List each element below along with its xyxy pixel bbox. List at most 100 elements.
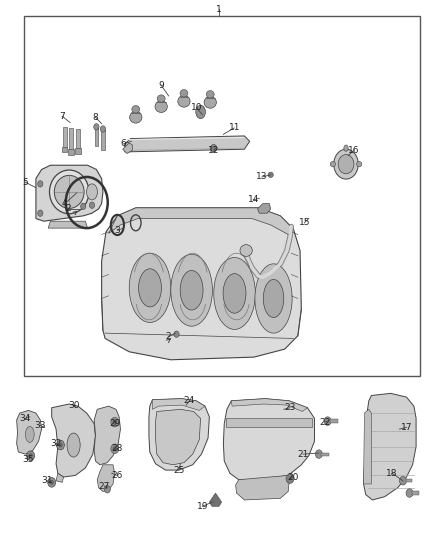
Bar xyxy=(75,148,81,154)
Bar xyxy=(62,147,67,152)
Circle shape xyxy=(399,477,406,485)
Ellipse shape xyxy=(157,95,165,102)
Circle shape xyxy=(406,489,413,497)
Ellipse shape xyxy=(214,257,255,329)
Text: 18: 18 xyxy=(386,469,398,478)
Text: 2: 2 xyxy=(65,205,71,213)
Ellipse shape xyxy=(67,433,80,457)
Text: 24: 24 xyxy=(184,397,195,405)
Text: 29: 29 xyxy=(109,419,120,428)
Ellipse shape xyxy=(138,269,162,307)
Polygon shape xyxy=(48,221,88,228)
Circle shape xyxy=(50,480,53,484)
Text: 26: 26 xyxy=(112,471,123,480)
Ellipse shape xyxy=(178,95,190,107)
Polygon shape xyxy=(364,409,371,484)
Text: 32: 32 xyxy=(50,439,62,448)
Text: 17: 17 xyxy=(401,423,412,432)
Polygon shape xyxy=(97,465,115,491)
Circle shape xyxy=(100,126,106,132)
Polygon shape xyxy=(17,410,42,454)
Text: 8: 8 xyxy=(92,113,99,122)
Text: 25: 25 xyxy=(173,466,184,474)
Ellipse shape xyxy=(240,245,252,256)
Ellipse shape xyxy=(223,273,246,313)
Text: 11: 11 xyxy=(229,124,240,132)
Text: 9: 9 xyxy=(158,81,164,90)
Text: 34: 34 xyxy=(20,414,31,423)
Text: 2: 2 xyxy=(166,333,171,341)
Text: 14: 14 xyxy=(247,196,259,204)
Text: 33: 33 xyxy=(35,421,46,430)
Bar xyxy=(24,16,420,376)
Circle shape xyxy=(48,478,56,487)
Ellipse shape xyxy=(132,106,140,113)
Bar xyxy=(412,491,419,495)
Text: 16: 16 xyxy=(348,146,360,155)
Circle shape xyxy=(94,124,99,130)
Ellipse shape xyxy=(357,161,362,167)
Polygon shape xyxy=(123,143,132,154)
Polygon shape xyxy=(102,208,301,360)
Circle shape xyxy=(113,420,117,424)
Text: 5: 5 xyxy=(22,178,28,187)
Text: 21: 21 xyxy=(297,450,309,458)
Circle shape xyxy=(111,444,119,454)
Ellipse shape xyxy=(49,170,89,214)
Polygon shape xyxy=(152,399,205,410)
Text: 13: 13 xyxy=(256,173,268,181)
Polygon shape xyxy=(149,399,209,470)
Circle shape xyxy=(111,417,119,427)
Circle shape xyxy=(315,450,322,458)
Ellipse shape xyxy=(268,172,273,177)
Ellipse shape xyxy=(263,279,284,318)
Ellipse shape xyxy=(330,161,336,167)
Circle shape xyxy=(104,486,110,493)
Text: 20: 20 xyxy=(287,473,298,481)
Polygon shape xyxy=(258,204,271,213)
Circle shape xyxy=(57,440,64,450)
Ellipse shape xyxy=(86,184,97,200)
Text: 31: 31 xyxy=(42,477,53,485)
Text: 7: 7 xyxy=(59,112,65,120)
Polygon shape xyxy=(94,406,120,465)
Ellipse shape xyxy=(129,253,171,322)
Text: 10: 10 xyxy=(191,103,202,112)
Polygon shape xyxy=(364,393,416,500)
Polygon shape xyxy=(231,399,307,411)
Polygon shape xyxy=(223,399,314,481)
Bar xyxy=(330,419,338,423)
Text: 23: 23 xyxy=(284,403,296,412)
Polygon shape xyxy=(36,165,103,221)
Text: 30: 30 xyxy=(68,401,79,409)
Bar xyxy=(69,128,73,150)
Bar xyxy=(63,127,67,148)
Bar xyxy=(68,149,74,155)
Circle shape xyxy=(334,149,358,179)
Text: 19: 19 xyxy=(197,502,208,511)
Circle shape xyxy=(211,144,217,152)
Circle shape xyxy=(27,451,35,461)
Circle shape xyxy=(59,443,62,447)
Text: 28: 28 xyxy=(112,445,123,453)
Bar xyxy=(76,129,80,149)
Polygon shape xyxy=(56,473,64,482)
Polygon shape xyxy=(125,136,250,152)
Circle shape xyxy=(286,474,294,483)
Text: 15: 15 xyxy=(299,219,310,227)
Text: 6: 6 xyxy=(120,140,127,148)
Ellipse shape xyxy=(206,91,214,98)
Ellipse shape xyxy=(344,145,348,151)
Circle shape xyxy=(113,447,117,451)
FancyArrowPatch shape xyxy=(166,339,170,343)
Text: 22: 22 xyxy=(319,418,331,426)
Ellipse shape xyxy=(255,264,292,333)
Text: 35: 35 xyxy=(23,455,34,464)
Ellipse shape xyxy=(196,106,205,119)
Ellipse shape xyxy=(180,90,188,97)
Ellipse shape xyxy=(171,254,212,326)
Polygon shape xyxy=(155,409,201,465)
Circle shape xyxy=(324,417,331,425)
Text: 3: 3 xyxy=(114,226,120,235)
Text: 12: 12 xyxy=(208,146,219,155)
